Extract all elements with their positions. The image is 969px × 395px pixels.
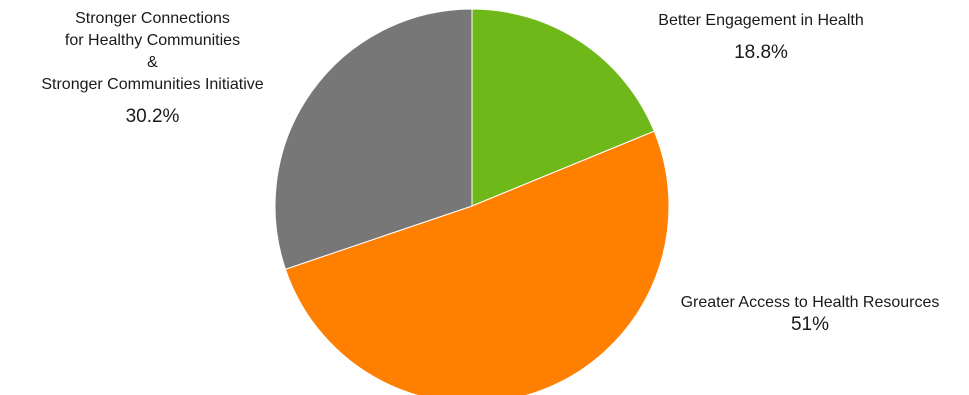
slice-value-greater-access: 51%	[790, 314, 830, 335]
pie-slices	[274, 8, 670, 395]
slice-name-line-4: Stronger Communities Initiative	[41, 76, 264, 93]
slice-name-line-3: &	[147, 54, 158, 71]
slice-name-greater-access: Greater Access to Health Resources	[680, 294, 940, 311]
slice-name-better-engagement: Better Engagement in Health	[658, 12, 864, 29]
slice-name-line-2: for Healthy Communities	[64, 32, 241, 49]
pie-slice-connections	[274, 8, 473, 270]
slice-value-stronger-connections: 30.2%	[125, 106, 180, 127]
pie-slice-engagement	[471, 8, 655, 207]
slice-label-stronger-connections: Stronger Connections for Healthy Communi…	[0, 8, 305, 128]
slice-label-better-engagement: Better Engagement in Health 18.8%	[616, 10, 906, 64]
pie-slice-access	[284, 130, 670, 395]
slice-label-greater-access: Greater Access to Health Resources 51%	[650, 292, 969, 336]
slice-value-better-engagement: 18.8%	[734, 42, 788, 63]
slice-name-line-1: Stronger Connections	[75, 10, 230, 27]
